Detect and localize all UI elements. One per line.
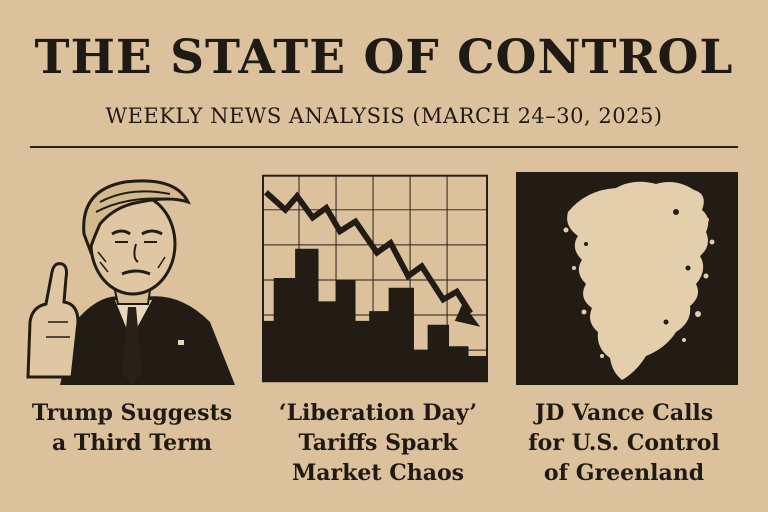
headline-line: JD Vance Calls	[534, 400, 714, 426]
header-divider	[30, 146, 738, 148]
headline-line: for U.S. Control	[528, 430, 720, 456]
headline-line: Market Chaos	[291, 460, 465, 486]
falling-market-chart-illustration	[262, 172, 488, 385]
page-title: THE STATE OF CONTROL	[34, 30, 734, 85]
story-headline-third-term: Trump Suggests a Third Term	[12, 398, 252, 458]
headline-line: Trump Suggests	[31, 400, 233, 426]
headline-line: of Greenland	[543, 460, 705, 486]
greenland-map-illustration	[514, 172, 740, 385]
greenland-map-svg	[516, 172, 738, 385]
headline-line: Tariffs Spark	[298, 430, 458, 456]
page-subtitle: WEEKLY NEWS ANALYSIS (MARCH 24–30, 2025)	[105, 104, 663, 128]
headline-line: ‘Liberation Day’	[278, 400, 478, 426]
headline-line: a Third Term	[52, 430, 212, 456]
market-chart-svg	[262, 174, 488, 383]
portrait-svg	[26, 179, 235, 385]
story-headline-greenland: JD Vance Calls for U.S. Control of Green…	[504, 398, 744, 488]
story-headline-tariffs: ‘Liberation Day’ Tariffs Spark Market Ch…	[258, 398, 498, 488]
portrait-illustration	[20, 172, 246, 385]
